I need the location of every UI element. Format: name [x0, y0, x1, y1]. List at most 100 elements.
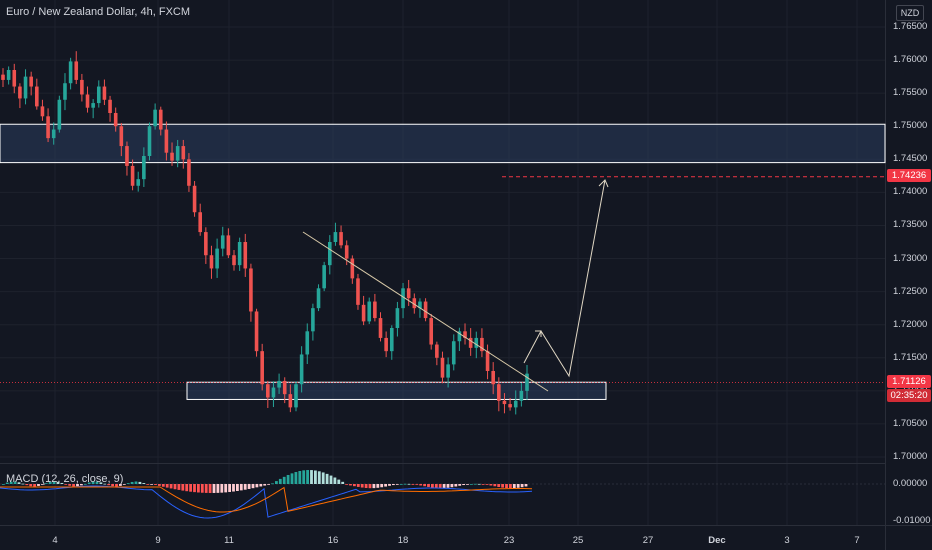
candle-body — [474, 337, 479, 348]
macd-histogram-bar — [251, 484, 255, 489]
candle-body — [333, 232, 338, 242]
candle-body — [373, 301, 377, 319]
macd-histogram-bar — [360, 484, 364, 488]
candle-body — [181, 146, 186, 160]
candle-body — [187, 159, 191, 186]
candle-body — [102, 86, 107, 100]
macd-histogram-bar — [489, 484, 493, 486]
macd-histogram-bar — [337, 479, 341, 484]
macd-histogram-bar — [29, 484, 33, 487]
macd-histogram-bar — [44, 483, 48, 485]
time-axis-label: 3 — [784, 535, 790, 546]
macd-histogram-bar — [232, 484, 235, 492]
macd-histogram-bar — [298, 471, 302, 484]
candle-body — [311, 308, 315, 332]
candle-body — [215, 248, 219, 269]
macd-histogram-bar — [64, 484, 68, 485]
candle-body — [40, 106, 45, 117]
time-axis-label: 9 — [155, 535, 161, 546]
candle-body — [502, 400, 507, 405]
candle-body — [513, 400, 518, 408]
macd-histogram-bar — [520, 484, 524, 488]
candle-body — [18, 86, 22, 99]
macd-histogram-bar — [48, 482, 52, 484]
macd-histogram-bar — [181, 484, 185, 491]
macd-histogram-bar — [2, 484, 5, 485]
macd-histogram-bar — [317, 471, 321, 484]
candle-body — [446, 364, 450, 378]
candle-body — [435, 344, 439, 358]
macd-histogram-bar — [185, 484, 189, 492]
price-axis-label: 1.72000 — [893, 318, 928, 330]
candle-body — [260, 351, 264, 385]
macd-histogram-bar — [103, 483, 107, 485]
macd-histogram-bar — [247, 484, 251, 489]
price-axis-label: 1.75500 — [893, 87, 928, 99]
macd-histogram-bar — [286, 474, 290, 484]
macd-histogram-bar — [345, 484, 348, 485]
price-axis-label: 1.74000 — [893, 186, 928, 198]
candle-body — [254, 311, 259, 352]
candle-body — [57, 99, 62, 130]
candle-body — [142, 156, 146, 180]
macd-histogram-bar — [33, 484, 36, 487]
candle-body — [322, 265, 326, 289]
candle-body — [63, 83, 67, 100]
macd-histogram-bar — [68, 484, 72, 486]
macd-histogram-bar — [477, 483, 481, 485]
candle-body — [192, 185, 197, 213]
macd-histogram-bar — [512, 484, 516, 489]
macd-histogram-bar — [505, 484, 508, 489]
candle-body — [1, 74, 5, 80]
candle-body — [243, 242, 248, 269]
price-axis-label: 1.73000 — [893, 252, 928, 264]
macd-histogram-bar — [122, 484, 126, 485]
macd-histogram-bar — [228, 484, 231, 492]
candle-body — [282, 380, 287, 395]
macd-histogram-bar — [395, 484, 399, 485]
price-axis-label: 1.73500 — [893, 219, 928, 231]
candle-body — [395, 308, 400, 328]
macd-histogram-bar — [493, 484, 497, 487]
macd-histogram-bar — [9, 481, 13, 484]
time-axis-label: Dec — [708, 535, 726, 546]
macd-histogram-bar — [204, 484, 208, 493]
macd-histogram-bar — [278, 478, 282, 484]
macd-histogram-bar — [411, 484, 415, 485]
price-axis-label: 1.76000 — [893, 54, 928, 66]
candle-body — [136, 179, 141, 186]
macd-histogram-bar — [154, 484, 157, 485]
macd-histogram-bar — [220, 484, 224, 493]
price-axis-label: 1.75000 — [893, 120, 928, 132]
macd-histogram-bar — [333, 477, 337, 484]
macd-line — [0, 485, 533, 519]
candle-body — [147, 126, 152, 156]
macd-histogram-bar — [126, 483, 130, 484]
candle-body — [232, 255, 236, 266]
candle-body — [277, 380, 281, 388]
candle-body — [299, 354, 304, 385]
time-axis-label: 11 — [224, 535, 234, 546]
macd-histogram-bar — [243, 484, 247, 490]
macd-histogram-bar — [107, 484, 111, 486]
candle-body — [220, 235, 225, 249]
macd-histogram-bar — [415, 484, 419, 485]
macd-histogram-bar — [399, 483, 403, 485]
macd-histogram-bar — [212, 484, 216, 493]
macd-histogram-bar — [353, 484, 356, 487]
macd-histogram-bar — [271, 483, 274, 485]
currency-button[interactable]: NZD — [896, 5, 924, 21]
time-axis-label: 16 — [327, 535, 339, 546]
macd-histogram-bar — [524, 484, 528, 487]
descending-trendline — [302, 231, 549, 392]
candle-body — [316, 288, 321, 309]
macd-indicator-label[interactable]: MACD (12, 26, close, 9) — [6, 473, 124, 485]
macd-histogram-bar — [169, 484, 173, 489]
projection-arrowhead — [535, 330, 542, 337]
macd-histogram-bar — [119, 484, 122, 486]
candle-body — [164, 129, 169, 153]
macd-histogram-bar — [314, 470, 317, 484]
macd-histogram-bar — [87, 482, 91, 484]
candle-body — [74, 61, 79, 80]
